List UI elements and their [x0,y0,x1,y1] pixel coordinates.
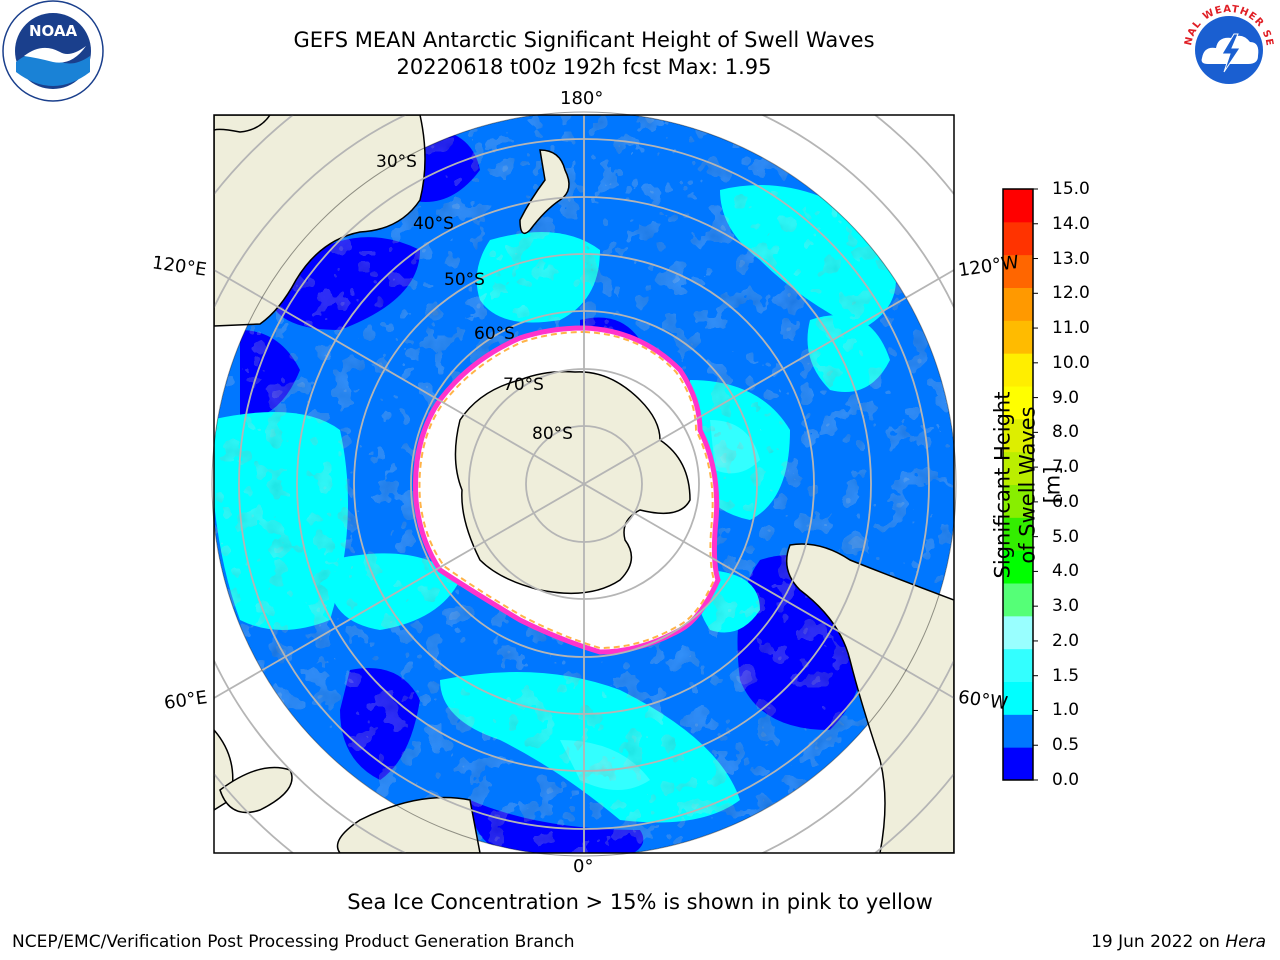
map-boundary [211,111,957,857]
noaa-logo: NOAA [2,0,104,102]
date-stamp: 19 Jun 2022 on Hera [1091,932,1266,952]
colorbar-tick-label: 15.0 [1052,179,1090,199]
colorbar-segment [1003,681,1033,715]
colorbar-tick-label: 3.0 [1052,596,1080,617]
credit-text: NCEP/EMC/Verification Post Processing Pr… [12,932,575,952]
date-text: 19 Jun 2022 on [1091,932,1226,952]
colorbar-segment [1003,418,1033,453]
colorbar-tick-label: 4.0 [1052,561,1080,582]
colorbar-segment [1003,353,1033,387]
colorbar-tick-label: 5.0 [1052,526,1080,547]
lat-label-50s: 50°S [444,270,485,290]
colorbar-tick-label: 13.0 [1052,248,1090,269]
lat-label-40s: 40°S [413,214,454,234]
colorbar-tick-label: 1.5 [1052,665,1080,686]
colorbar-tick-label: 0.5 [1052,735,1080,756]
colorbar-tick-label: 8.0 [1052,422,1080,443]
colorbar-segment [1003,714,1033,748]
colorbar-title: Significant Height of Swell Waves [m] [990,391,1065,579]
colorbar [1002,188,1038,781]
colorbar-tick-label: 12.0 [1052,283,1090,304]
colorbar-tick-label: 9.0 [1052,387,1080,408]
lon-label-0: 0° [573,856,594,877]
colorbar-segment [1003,550,1033,584]
colorbar-segment [1003,583,1033,617]
colorbar-frame [1002,188,1034,781]
colorbar-segment [1003,320,1033,354]
map-frame [213,114,955,854]
sea-ice-note: Sea Ice Concentration > 15% is shown in … [347,890,933,914]
continents [214,115,954,853]
graticule [214,115,954,853]
colorbar-tick-label: 10.0 [1052,352,1090,373]
colorbar-tick-label: 0.0 [1052,770,1080,790]
colorbar-tick-label: 14.0 [1052,213,1090,234]
colorbar-segment [1003,747,1033,781]
nws-logo: NATIONAL WEATHER SERVICE [1178,0,1277,98]
colorbar-segment [1003,648,1033,682]
host-name: Hera [1225,932,1266,952]
colorbar-tick-label: 6.0 [1052,491,1080,512]
colorbar-segment [1003,287,1033,321]
colorbar-segment [1003,189,1033,223]
chart-subtitle: 20220618 t00z 192h fcst Max: 1.95 [396,55,772,79]
lat-label-80s: 80°S [532,424,573,444]
lon-label-180: 180° [560,88,604,109]
svg-text:NOAA: NOAA [29,22,78,40]
colorbar-tick-label: 2.0 [1052,630,1080,651]
lat-label-60s: 60°S [474,324,515,344]
colorbar-segment [1003,221,1033,256]
colorbar-segment [1003,386,1033,420]
colorbar-segment [1003,484,1033,518]
lat-label-70s: 70°S [503,375,544,395]
colorbar-segment [1003,517,1033,551]
colorbar-tick-label: 1.0 [1052,700,1080,721]
colorbar-tick-label: 7.0 [1052,457,1080,478]
colorbar-segment [1003,254,1033,288]
colorbar-segment [1003,451,1033,485]
colorbar-tick-label: 11.0 [1052,318,1090,339]
lat-label-30s: 30°S [376,152,417,172]
chart-title: GEFS MEAN Antarctic Significant Height o… [293,28,875,52]
colorbar-segment [1003,615,1033,650]
